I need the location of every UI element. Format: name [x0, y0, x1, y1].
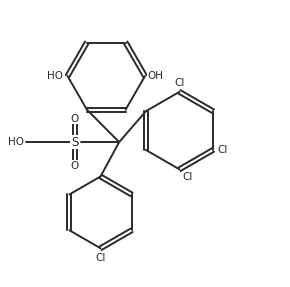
Text: O: O	[70, 161, 79, 170]
Text: Cl: Cl	[217, 145, 228, 155]
Text: O: O	[70, 114, 79, 123]
Text: Cl: Cl	[182, 172, 193, 182]
Text: Cl: Cl	[174, 77, 185, 88]
Text: OH: OH	[148, 71, 164, 81]
Text: S: S	[71, 135, 78, 149]
Text: HO: HO	[47, 71, 63, 81]
Text: HO: HO	[8, 137, 24, 147]
Text: Cl: Cl	[95, 253, 106, 263]
